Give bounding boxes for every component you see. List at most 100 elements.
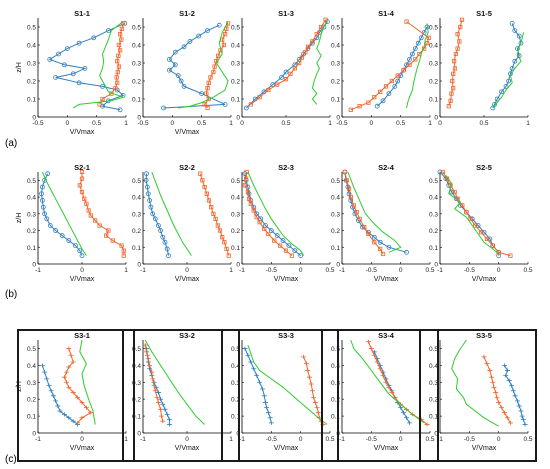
data-point-orange-s3-1 — [61, 375, 67, 380]
data-point-orange-s3-3 — [311, 395, 317, 400]
y-tick-label-s3-3: 0.3 — [231, 380, 240, 387]
x-tick-label-s3-1: 1 — [124, 436, 128, 443]
data-point-blue-s2-2 — [147, 198, 153, 203]
y-tick-label-s2-3: 0.3 — [231, 211, 240, 218]
data-point-blue-s2-5 — [475, 223, 481, 228]
panel-s3-5: 00.10.20.30.40.5-1 -0.5 0 0.5S3-5V/Vmax — [419, 329, 537, 462]
data-point-orange-s3-1 — [75, 420, 81, 425]
y-tick-label-s3-5: 0.4 — [429, 363, 438, 370]
data-point-orange-s2-1 — [88, 213, 93, 218]
y-tick-label-s1-5: 0.2 — [429, 79, 438, 86]
data-point-orange-s2-2 — [224, 246, 229, 252]
y-tick-label-s2-4: 0.5 — [331, 178, 340, 185]
data-point-orange-s2-1 — [77, 183, 82, 188]
data-point-orange-s1-2 — [212, 64, 217, 69]
data-point-orange-s2-3 — [254, 215, 259, 220]
x-tick-label-s2-5: 0 — [497, 267, 501, 274]
data-point-blue-s3-1 — [50, 393, 56, 398]
series-line-green-s1-4 — [406, 23, 429, 109]
y-tick-label-s2-1: 0.1 — [27, 245, 36, 252]
data-point-blue-s3-2 — [160, 402, 166, 407]
data-point-orange-s1-5 — [452, 66, 458, 71]
panel-title-s3-4: S3-4 — [378, 331, 395, 340]
panel-title-s1-2: S1-2 — [179, 9, 195, 18]
data-point-blue-s3-3 — [251, 366, 257, 371]
series-blue-s1-4 — [374, 24, 430, 109]
data-point-blue-s2-5 — [487, 236, 493, 242]
data-point-orange-s1-1 — [118, 32, 123, 37]
data-point-orange-s3-2 — [147, 363, 153, 368]
data-point-blue-s1-2 — [216, 22, 222, 28]
panel-s1-3: 0 0.1 0.2 0.3 0.4 0.5 0 0.5 1 S1-3 — [231, 9, 332, 127]
x-tick-label-s2-3: 0 — [299, 267, 303, 274]
data-point-blue-s2-1 — [42, 211, 47, 217]
y-tick-label-s2-4: 0.2 — [331, 228, 340, 235]
data-point-orange-s3-4 — [377, 366, 383, 371]
y-axis-label-s2-1: z/H — [16, 213, 23, 224]
data-point-orange-s1-3 — [292, 66, 297, 71]
series-orange-s2-1 — [77, 169, 126, 258]
data-point-blue-s3-2 — [166, 422, 172, 427]
data-point-blue-s3-5 — [510, 388, 516, 393]
x-tick-label-s2-1: 0 — [80, 267, 84, 274]
y-tick-label-s2-5: 0 — [434, 262, 438, 269]
y-tick-label-s2-4: 0.3 — [331, 211, 340, 218]
data-point-orange-s3-5 — [491, 385, 497, 390]
data-point-orange-s1-4 — [378, 89, 383, 94]
data-point-orange-s2-1 — [79, 189, 85, 195]
panel-title-s2-5: S2-5 — [476, 163, 492, 172]
data-point-orange-s3-5 — [493, 390, 499, 395]
y-tick-label-s3-5: 0.1 — [429, 414, 438, 421]
data-point-blue-s2-3 — [280, 238, 286, 243]
panel-frame-s3-4 — [321, 329, 439, 462]
panel-title-s3-2: S3-2 — [179, 331, 195, 340]
data-point-orange-s2-2 — [215, 223, 220, 228]
data-point-orange-s3-4 — [371, 353, 377, 358]
y-tick-label-s1-4: 0.4 — [331, 43, 340, 50]
x-tick-label-s3-4: 0 — [399, 436, 403, 443]
y-tick-label-s3-3: 0.5 — [231, 346, 240, 353]
y-tick-label-s2-2: 0.3 — [132, 211, 141, 218]
y-tick-label-s2-1: 0.3 — [27, 211, 36, 218]
data-point-orange-s2-3 — [289, 253, 294, 258]
data-point-orange-s2-3 — [242, 183, 248, 188]
data-point-orange-s3-1 — [88, 410, 94, 415]
data-point-blue-s2-3 — [274, 233, 280, 238]
data-point-blue-s2-3 — [298, 253, 304, 259]
data-point-orange-s3-2 — [151, 383, 157, 388]
data-point-blue-s3-5 — [518, 409, 524, 414]
data-point-blue-s2-1 — [40, 198, 45, 203]
y-tick-label-s2-2: 0.2 — [132, 228, 141, 235]
data-point-blue-s1-2 — [199, 91, 205, 96]
panel-s3-3: 00.10.20.30.40.5-1 -0.5 0 0.5S3-3V/Vmax — [221, 329, 339, 462]
data-point-orange-s1-1 — [113, 86, 118, 91]
x-tick-label-s2-2: 0 — [185, 267, 189, 274]
series-line-blue-s3-4 — [373, 351, 410, 424]
panel-frame-s3-3 — [221, 329, 339, 462]
x-axis-label-s3-4: V/Vmax — [374, 445, 399, 452]
data-point-orange-s1-2 — [206, 80, 211, 85]
data-point-orange-s3-5 — [507, 420, 513, 425]
y-tick-label-s1-1: 0.3 — [27, 61, 36, 68]
data-point-orange-s3-4 — [386, 385, 392, 390]
data-point-blue-s3-3 — [262, 400, 268, 405]
data-point-orange-s2-4 — [372, 240, 377, 245]
data-point-orange-s3-2 — [150, 376, 156, 381]
x-tick-label-s3-1: 0 — [80, 436, 84, 443]
data-point-blue-s2-1 — [79, 253, 85, 259]
data-point-blue-s1-3 — [243, 105, 249, 111]
panel-title-s2-4: S2-4 — [378, 163, 395, 172]
series-green-s3-5 — [451, 339, 499, 427]
x-tick-label-s1-1: 1 — [124, 120, 128, 127]
series-line-blue-s3-2 — [146, 348, 170, 425]
data-point-orange-s2-1 — [119, 243, 124, 248]
x-axis-label-s1-1: V/Vmax — [70, 129, 95, 136]
x-tick-label-s1-4: -0.5 — [336, 120, 348, 127]
data-point-orange-s1-1 — [119, 26, 124, 31]
data-point-blue-s1-2 — [172, 62, 178, 68]
x-tick-label-s3-3: 0 — [299, 436, 303, 443]
data-point-orange-s3-4 — [365, 339, 371, 344]
x-axis-label-s2-1: V/Vmax — [70, 276, 95, 283]
y-tick-label-s1-4: 0.2 — [331, 79, 340, 86]
